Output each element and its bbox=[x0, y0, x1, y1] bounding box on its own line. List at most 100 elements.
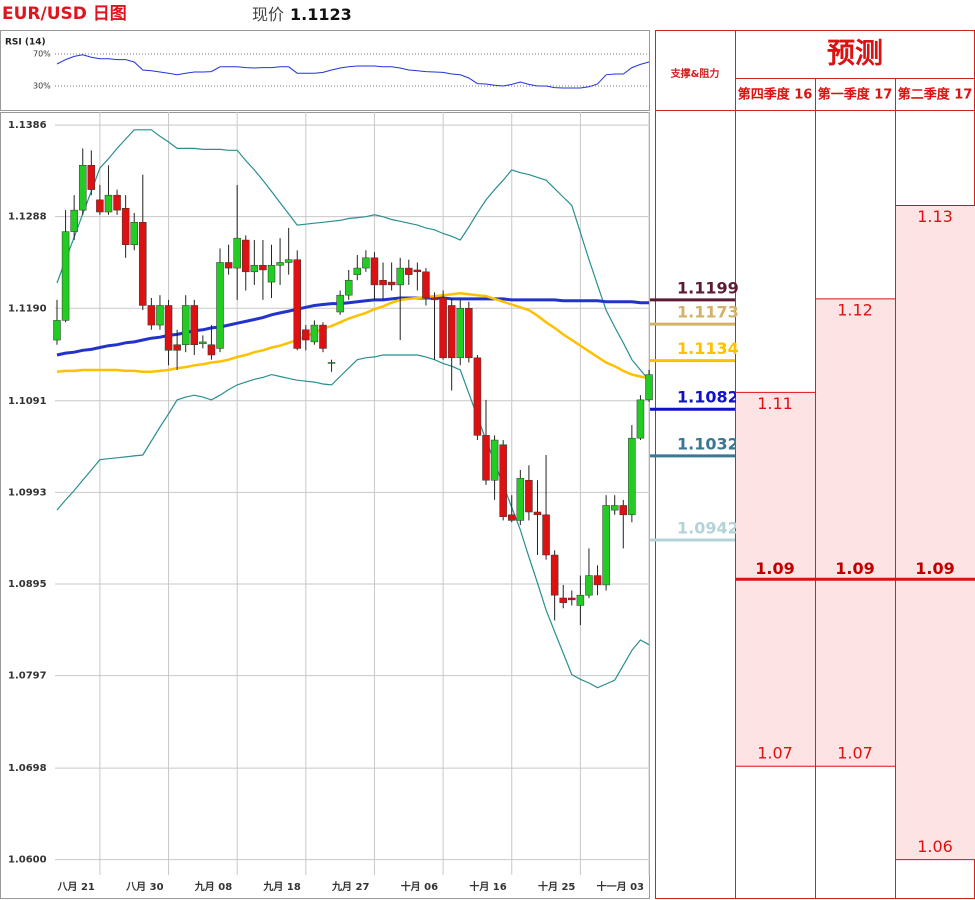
candle-body bbox=[293, 259, 301, 349]
main-panel bbox=[0, 112, 650, 899]
indicator-line bbox=[56, 296, 649, 357]
indicator-line bbox=[56, 129, 650, 381]
x-tick-label: 十月 06 bbox=[401, 880, 438, 893]
forecast-mid-label: 1.09 bbox=[915, 559, 954, 578]
forecast-high-label: 1.11 bbox=[757, 394, 793, 413]
x-tick-label: 八月 21 bbox=[56, 881, 94, 893]
candle-body bbox=[447, 305, 456, 359]
candle-body bbox=[130, 222, 138, 245]
level-label: 1.1032 bbox=[677, 434, 739, 453]
level-label: 1.0942 bbox=[677, 519, 739, 538]
candle-body bbox=[456, 308, 465, 359]
y-tick-label: 1.0895 bbox=[8, 579, 47, 590]
candle-body bbox=[147, 305, 156, 326]
level-label: 1.1199 bbox=[677, 278, 739, 297]
rsi-panel bbox=[0, 30, 650, 111]
forecast-title: 预测 bbox=[827, 37, 883, 70]
y-tick-label: 1.0600 bbox=[8, 855, 47, 866]
candle-body bbox=[430, 297, 439, 301]
level-label: 1.1082 bbox=[677, 388, 739, 407]
candle-body bbox=[465, 308, 473, 359]
candle-body bbox=[121, 208, 130, 245]
rsi-line bbox=[56, 54, 650, 89]
rsi-tick-label: 30% bbox=[33, 82, 51, 91]
candle-body bbox=[233, 237, 241, 269]
quarter-label: 第四季度 16 bbox=[738, 87, 813, 103]
candle-body bbox=[113, 194, 121, 211]
candle-body bbox=[78, 165, 87, 211]
y-tick-label: 1.1190 bbox=[8, 303, 47, 314]
y-tick-label: 1.0698 bbox=[8, 763, 47, 774]
x-tick-label: 九月 27 bbox=[331, 880, 369, 893]
candle-body bbox=[70, 209, 78, 232]
rsi-tick-label: 70% bbox=[33, 50, 51, 59]
candle-body bbox=[636, 399, 645, 439]
candle-body bbox=[490, 439, 499, 481]
forecast-low-label: 1.07 bbox=[837, 744, 873, 763]
candle-body bbox=[645, 374, 653, 401]
candle-body bbox=[276, 262, 284, 266]
candle-body bbox=[190, 305, 199, 345]
candle-body bbox=[516, 478, 525, 521]
candle-body bbox=[568, 597, 576, 601]
indicator-line bbox=[56, 354, 650, 689]
candle-body bbox=[610, 505, 619, 511]
candle-body bbox=[327, 362, 336, 364]
candle-body bbox=[156, 305, 164, 326]
candle-body bbox=[413, 269, 422, 273]
candle-body bbox=[173, 344, 181, 351]
y-tick-label: 1.1288 bbox=[8, 212, 47, 223]
candle-body bbox=[259, 265, 267, 271]
forecast-mid-label: 1.09 bbox=[755, 559, 794, 578]
candle-body bbox=[379, 279, 387, 286]
candle-body bbox=[199, 341, 207, 345]
candle-body bbox=[250, 265, 259, 273]
candle-body bbox=[439, 297, 447, 359]
candle-body bbox=[387, 281, 396, 286]
level-label: 1.1134 bbox=[677, 339, 739, 358]
candle-body bbox=[525, 479, 533, 513]
quarter-label: 第二季度 17 bbox=[898, 87, 973, 103]
candle-body bbox=[585, 575, 593, 596]
candle-body bbox=[362, 257, 370, 269]
candle-body bbox=[284, 259, 293, 263]
forecast-low-label: 1.07 bbox=[757, 744, 793, 763]
candle-body bbox=[550, 554, 559, 596]
candle-body bbox=[473, 357, 482, 436]
price-value: 1.1123 bbox=[290, 5, 352, 24]
candle-body bbox=[542, 514, 550, 556]
candle-body bbox=[139, 222, 147, 306]
candle-body bbox=[602, 505, 610, 586]
price-label: 现价 bbox=[252, 5, 284, 24]
candle-body bbox=[619, 505, 628, 516]
candle-body bbox=[207, 344, 216, 356]
candle-body bbox=[628, 437, 636, 516]
candle-body bbox=[422, 271, 430, 299]
indicator-line bbox=[56, 292, 650, 380]
y-tick-label: 1.1091 bbox=[8, 396, 47, 407]
candle-body bbox=[242, 239, 250, 273]
candle-body bbox=[224, 262, 233, 269]
candle-body bbox=[336, 294, 344, 313]
x-tick-label: 十月 25 bbox=[538, 880, 575, 893]
y-tick-label: 1.0797 bbox=[8, 671, 47, 682]
candle-body bbox=[499, 444, 507, 517]
y-tick-label: 1.0993 bbox=[8, 487, 47, 498]
quarter-label: 第一季度 17 bbox=[818, 87, 893, 103]
candle-body bbox=[267, 265, 276, 283]
candle-body bbox=[593, 575, 602, 586]
candle-body bbox=[53, 320, 61, 341]
levels-title: 支撑&阻力 bbox=[670, 67, 720, 80]
candle-body bbox=[61, 231, 70, 321]
page-title: EUR/USD 日图 bbox=[2, 4, 127, 24]
candle-body bbox=[319, 324, 327, 349]
candle-body bbox=[344, 279, 353, 296]
candle-body bbox=[302, 329, 310, 341]
y-tick-label: 1.1386 bbox=[8, 120, 47, 131]
x-tick-label: 八月 30 bbox=[125, 881, 163, 893]
x-tick-label: 九月 18 bbox=[262, 880, 300, 893]
forecast-high-label: 1.13 bbox=[917, 207, 953, 226]
candle-body bbox=[164, 305, 173, 351]
candle-body bbox=[576, 594, 585, 606]
